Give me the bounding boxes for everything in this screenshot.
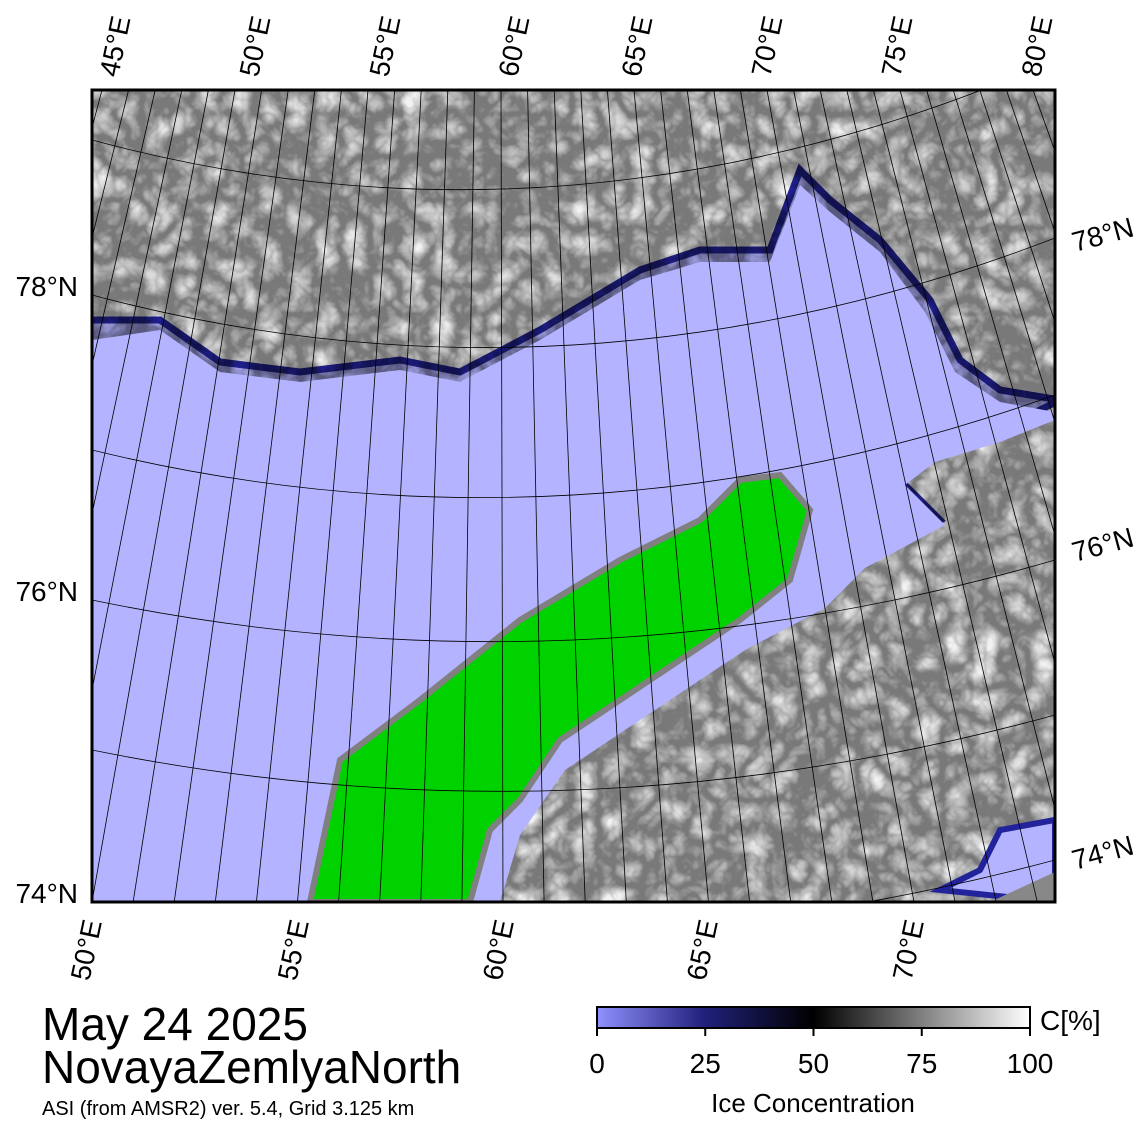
colorbar-tick-label: 100 — [1007, 1048, 1054, 1079]
colorbar — [596, 1006, 1031, 1029]
meridian — [379, 90, 422, 902]
parallel — [92, 714, 1055, 792]
sea-ice — [92, 90, 1055, 902]
top-label: 55°E — [364, 13, 407, 79]
left-label: 76°N — [15, 576, 78, 607]
colorbar-tick-label: 75 — [906, 1048, 937, 1079]
meridian — [1086, 90, 1147, 902]
map — [0, 90, 1147, 902]
top-label: 70°E — [746, 13, 789, 79]
meridian — [686, 90, 792, 902]
meridian — [553, 90, 586, 902]
meridian — [1139, 90, 1147, 902]
meridian — [92, 90, 103, 130]
parallel — [92, 559, 1055, 643]
meridian — [926, 90, 1055, 538]
meridian — [580, 90, 627, 902]
colorbar-tick-label: 0 — [589, 1048, 605, 1079]
right-label: 76°N — [1069, 522, 1137, 568]
parallel — [92, 859, 1055, 902]
meridian — [132, 90, 262, 902]
meridian — [214, 90, 316, 902]
caption: ASI (from AMSR2) ver. 5.4, Grid 3.125 km — [42, 1098, 414, 1120]
top-label: 80°E — [1016, 13, 1059, 79]
meridian — [1060, 90, 1147, 902]
meridian — [173, 90, 289, 902]
meridian — [256, 90, 342, 902]
region: NovayaZemlyaNorth — [42, 1041, 461, 1093]
date: May 24 2025 — [42, 998, 308, 1050]
meridian — [766, 90, 915, 902]
bottom-label: 65°E — [681, 917, 724, 983]
bottom-label: 50°E — [65, 917, 108, 983]
meridian — [527, 90, 545, 902]
meridian — [92, 90, 156, 367]
top-label: 65°E — [616, 13, 659, 79]
meridian — [873, 90, 1055, 811]
meridian — [92, 90, 129, 240]
novaya-zemlya — [306, 471, 814, 902]
right-label: 78°N — [1069, 212, 1137, 258]
colorbar-tick-label: 50 — [798, 1048, 829, 1079]
meridian — [607, 90, 668, 902]
top-label: 50°E — [234, 13, 277, 79]
meridian — [846, 90, 1038, 902]
bottom-label: 70°E — [887, 917, 930, 983]
colorbar-ticks: 0 25 50 75 100 — [589, 1028, 1053, 1079]
meridian — [1006, 90, 1055, 234]
map-frame — [90, 88, 1057, 904]
bottom-label: 60°E — [477, 917, 520, 983]
meridian — [660, 90, 750, 902]
graticule — [0, 90, 1147, 902]
meridian — [1113, 90, 1147, 902]
colorbar-label: Ice Concentration — [711, 1088, 915, 1118]
meridian — [297, 90, 369, 902]
meridian — [420, 90, 449, 902]
meridian — [979, 90, 1055, 324]
meridian — [92, 90, 236, 902]
meridian — [338, 90, 395, 902]
top-label: 75°E — [876, 13, 919, 79]
meridian — [899, 90, 1055, 665]
colorbar-tick-label: 25 — [690, 1048, 721, 1079]
left-label: 78°N — [15, 271, 78, 302]
meridian — [633, 90, 709, 902]
meridian — [819, 90, 997, 902]
meridian — [500, 90, 504, 902]
left-label: 74°N — [15, 878, 78, 909]
colorbar-unit: C[%] — [1040, 1005, 1101, 1036]
meridian — [0, 90, 75, 902]
top-label: 45°E — [94, 13, 137, 79]
top-label: 60°E — [493, 13, 536, 79]
meridian — [92, 90, 209, 693]
bottom-label: 55°E — [272, 917, 315, 983]
meridian — [952, 90, 1055, 425]
parallel — [92, 394, 1055, 499]
right-label: 74°N — [1069, 830, 1137, 876]
meridian — [713, 90, 833, 902]
meridian — [793, 90, 956, 902]
meridian — [92, 90, 183, 516]
parallel — [92, 237, 1055, 348]
meridian — [740, 90, 874, 902]
meridian — [461, 90, 475, 902]
parallel — [92, 90, 983, 191]
